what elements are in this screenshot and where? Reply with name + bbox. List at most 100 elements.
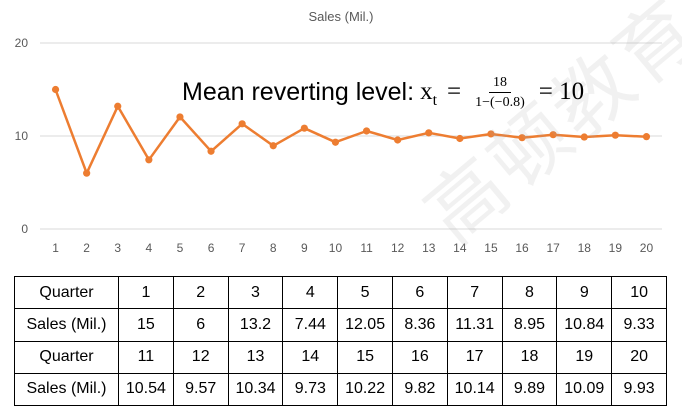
data-point [518,134,526,142]
table-row: Quarter 1 2 3 4 5 6 7 8 9 10 [14,275,667,310]
data-point [145,156,153,164]
table-cell: 11 [118,340,174,374]
data-point [269,142,277,150]
table-cell: 8.36 [391,308,448,342]
table-row: Sales (Mil.) 10.54 9.57 10.34 9.73 10.22 9.82 1… [14,372,667,407]
y-tick-label: 0 [21,222,28,236]
formula-variable: xt [420,78,438,109]
data-point [425,129,433,137]
x-tick-label: 13 [422,241,436,255]
table-cell: 15 [118,308,174,342]
table-cell: 9.93 [611,372,667,407]
formula-subscript: t [432,92,438,109]
x-tick-label: 20 [640,241,654,255]
table-cell: 13.2 [227,308,284,342]
table-cell: 10.09 [556,372,613,407]
data-point [83,169,91,177]
row-header: Sales (Mil.) [14,308,119,342]
formula-equals: = [447,78,462,105]
x-tick-label: 10 [329,241,343,255]
annotation-label: Mean reverting level: [182,77,415,106]
x-tick-label: 12 [391,241,405,255]
table-cell: 1 [118,275,174,310]
table-cell: 13 [227,340,284,374]
x-tick-label: 17 [546,241,560,255]
table-row: Sales (Mil.) 15 6 13.2 7.44 12.05 8.36 11.31 8.9… [14,308,667,342]
sales-chart: Sales (Mil.) 0 10 20 1 2 3 4 5 6 7 8 9 10 11 12 13 14 15… [15,0,682,261]
formula-fraction: 18 1−(−0.8) [471,75,529,110]
formula-result: = 10 [538,78,585,105]
data-point [456,134,464,143]
chart-title: Sales (Mil.) [308,9,373,24]
x-tick-label: 14 [453,241,467,255]
sales-data-table: Quarter 1 2 3 4 5 6 7 8 9 10 Sales (Mil.) 15 6 13.2 7.4… [14,275,667,407]
row-header: Quarter [14,275,119,310]
table-cell: 10 [611,275,667,310]
table-row: Quarter 11 12 13 14 15 16 17 18 19 20 [14,340,667,374]
row-header: Sales (Mil.) [14,372,119,407]
x-tick-label: 1 [52,241,59,255]
data-point [207,147,215,155]
data-point [300,124,308,132]
data-point [238,120,246,128]
annotation-formula: Mean reverting level: xt = 18 1−(−0.8) =… [182,70,594,114]
data-point [114,102,122,110]
table-cell: 9.33 [611,308,667,342]
x-tick-label: 16 [515,241,529,255]
x-tick-label: 11 [360,241,373,255]
formula-numerator: 18 [488,75,511,93]
table-cell: 3 [227,275,284,310]
table-cell: 2 [172,275,229,310]
table-cell: 8.95 [501,308,558,342]
table-cell: 10.14 [446,372,503,407]
x-tick-label: 8 [270,241,277,255]
x-tick-label: 9 [301,241,308,255]
table-cell: 18 [501,340,558,374]
x-tick-label: 5 [177,241,184,255]
table-cell: 7 [446,275,503,310]
x-tick-label: 6 [208,241,215,255]
table-cell: 9.89 [501,372,558,407]
x-tick-label: 2 [83,241,90,255]
table-cell: 8 [501,275,558,310]
table-cell: 6 [391,275,448,310]
table-cell: 20 [611,340,667,374]
table-cell: 12.05 [337,308,393,342]
x-tick-label: 19 [609,241,623,255]
x-tick-label: 15 [484,241,498,255]
formula-denominator: 1−(−0.8) [475,94,525,110]
x-tick-label: 4 [146,241,153,255]
data-point [176,113,184,121]
table-cell: 17 [446,340,503,374]
table-cell: 9.82 [391,372,448,407]
data-point [331,138,340,146]
table-cell: 5 [337,275,393,310]
y-tick-label: 10 [15,129,29,143]
table-cell: 12 [172,340,229,374]
table-cell: 9.57 [172,372,229,407]
table-cell: 10.22 [337,372,393,407]
data-point [580,133,588,141]
x-tick-label: 18 [578,241,592,255]
data-point [362,127,371,135]
data-point [51,85,60,94]
table-cell: 9.73 [282,372,339,407]
data-point [611,131,619,139]
table-cell: 19 [556,340,613,374]
data-point [394,136,402,144]
data-point [487,130,495,138]
table-cell: 11.31 [446,308,503,342]
table-cell: 10.84 [556,308,613,342]
table-cell: 4 [282,275,339,310]
row-header: Quarter [14,340,119,374]
table-cell: 15 [337,340,393,374]
table-cell: 10.54 [118,372,174,407]
table-cell: 7.44 [282,308,339,342]
table-cell: 6 [172,308,229,342]
x-tick-label: 7 [239,241,246,255]
y-tick-label: 20 [15,36,29,50]
table-cell: 16 [391,340,448,374]
data-point [642,133,651,141]
table-cell: 9 [556,275,613,310]
